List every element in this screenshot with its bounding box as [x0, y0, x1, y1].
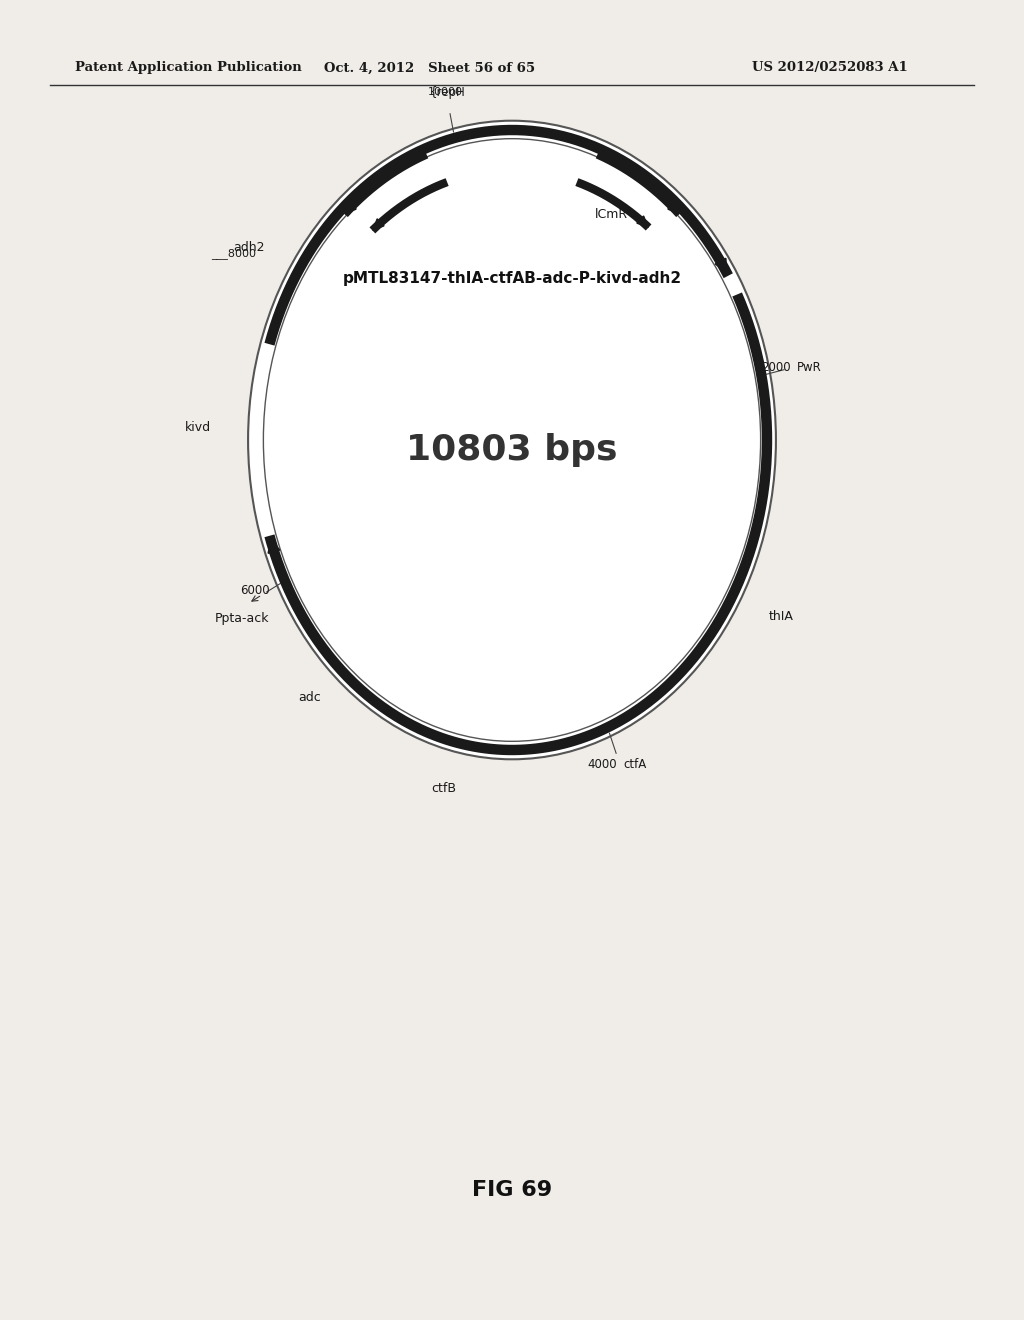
Text: 2000: 2000 [761, 360, 791, 374]
Text: Ppta-ack: Ppta-ack [214, 612, 269, 626]
Text: 4000: 4000 [588, 758, 616, 771]
Text: 10803 bps: 10803 bps [407, 433, 617, 467]
Text: 6000: 6000 [241, 583, 270, 597]
Text: PwR: PwR [797, 360, 821, 374]
Text: ___8000: ___8000 [211, 248, 256, 259]
Text: {repH: {repH [429, 86, 465, 99]
Text: kivd: kivd [184, 421, 211, 434]
Text: ctfB: ctfB [431, 781, 457, 795]
Text: pMTL83147-thIA-ctfAB-adc-P-kivd-adh2: pMTL83147-thIA-ctfAB-adc-P-kivd-adh2 [342, 272, 682, 286]
Text: Oct. 4, 2012   Sheet 56 of 65: Oct. 4, 2012 Sheet 56 of 65 [325, 62, 536, 74]
Text: ctfA: ctfA [623, 758, 646, 771]
Text: adh2: adh2 [233, 242, 264, 255]
Text: 10000: 10000 [427, 87, 463, 96]
Text: Patent Application Publication: Patent Application Publication [75, 62, 302, 74]
Text: thIA: thIA [769, 610, 794, 623]
Text: lCmR: lCmR [595, 207, 628, 220]
Text: FIG 69: FIG 69 [472, 1180, 552, 1200]
Text: adc: adc [299, 690, 322, 704]
Text: US 2012/0252083 A1: US 2012/0252083 A1 [752, 62, 908, 74]
Ellipse shape [248, 120, 776, 759]
